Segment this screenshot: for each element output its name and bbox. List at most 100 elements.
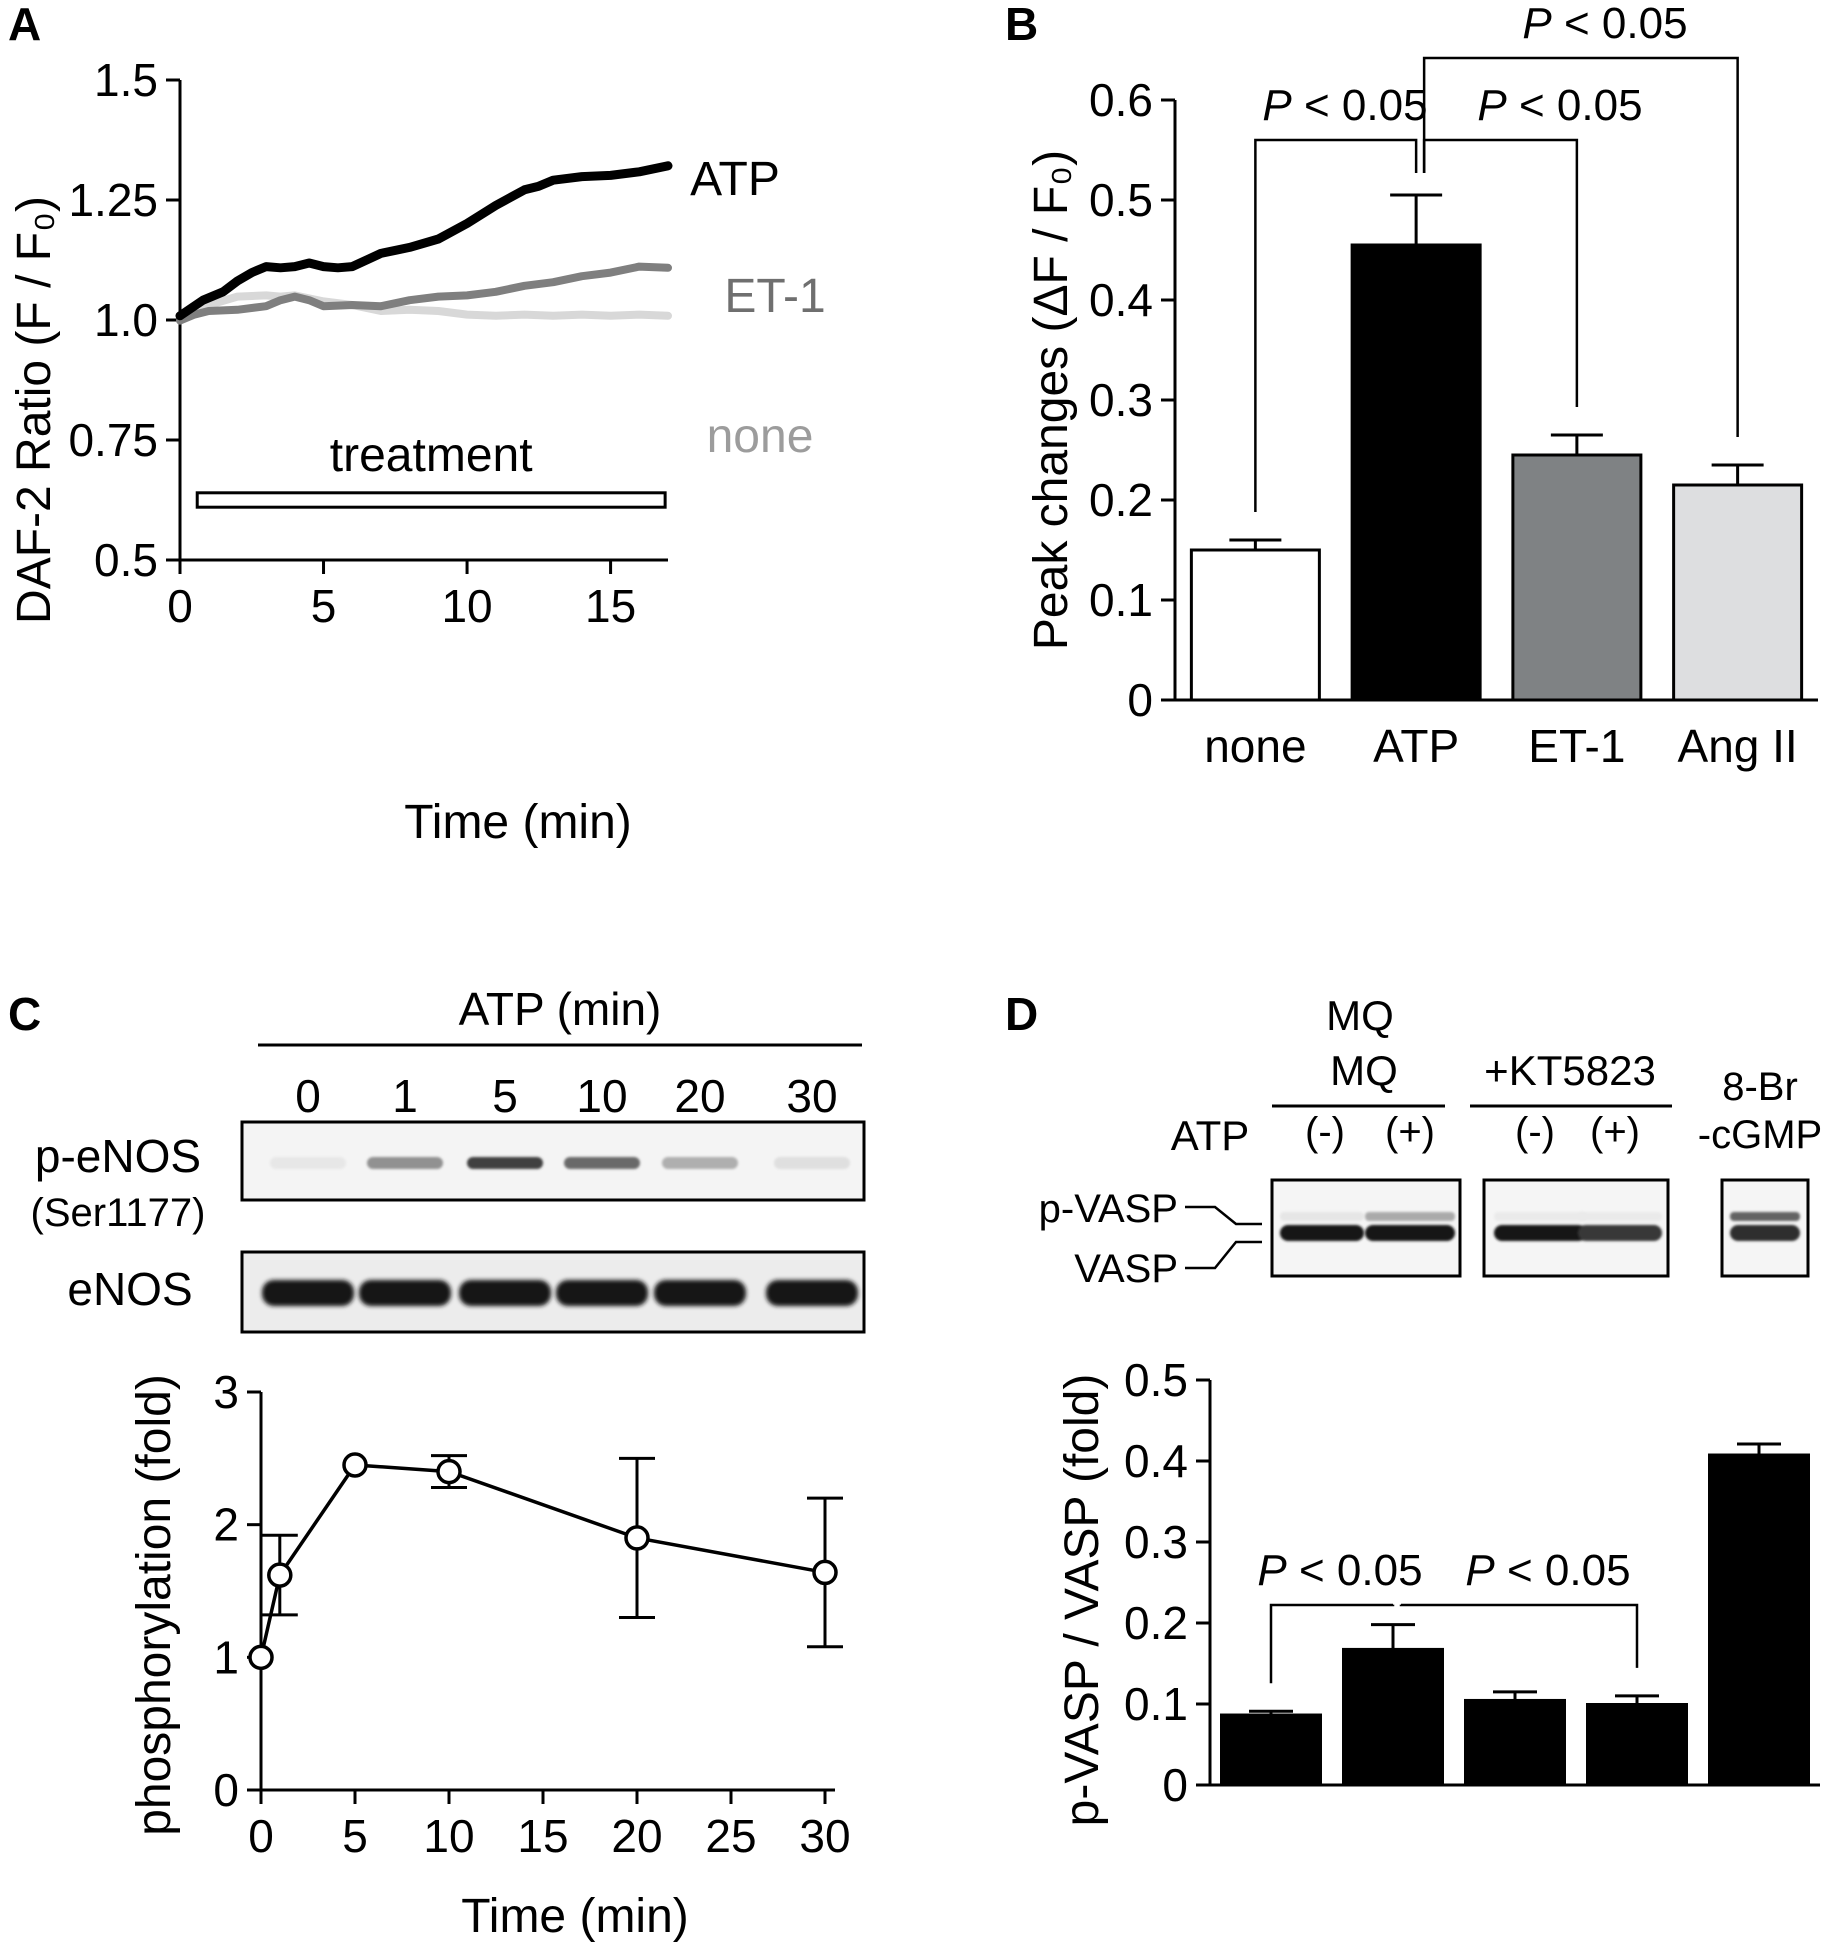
- panel-b-ylabel: Peak changes (ΔF / F₀): [1025, 150, 1078, 650]
- blot-c-header: ATP (min): [459, 983, 662, 1035]
- series-label-none: none: [707, 410, 814, 463]
- panel-b-ytick-label: 0.1: [1089, 574, 1153, 626]
- panel-a-xtick-label: 5: [311, 580, 337, 632]
- panel-b-axes: 0 0.1 0.2 0.3 0.4 0.5 0.6: [1089, 74, 1818, 726]
- panel-d-ytick-label: 0.2: [1124, 1597, 1188, 1649]
- blot-d-group2-line2: +KT5823: [1484, 1047, 1656, 1094]
- significance-label: P < 0.05: [1465, 1546, 1630, 1595]
- panel-c-ytick-label: 0: [213, 1764, 239, 1816]
- blot-d-band-pvasp: [1365, 1212, 1455, 1221]
- panel-d-ytick-label: 0.5: [1124, 1354, 1188, 1406]
- significance-rest: < 0.05: [1292, 81, 1428, 130]
- significance-p: P: [1522, 0, 1552, 48]
- significance-label: P < 0.05: [1477, 81, 1642, 130]
- panel-c-point: [248, 1644, 274, 1671]
- series-label-atp: ATP: [690, 153, 780, 206]
- panel-b-ytick-label: 0.4: [1089, 274, 1153, 326]
- panel-c-ytick-label: 1: [213, 1631, 239, 1683]
- panel-a-xlabel: Time (min): [404, 796, 632, 849]
- blot-c-band-p-enos: [367, 1157, 443, 1169]
- significance-p: P: [1477, 81, 1507, 130]
- panel-c-point: [342, 1452, 368, 1478]
- significance-rest: < 0.05: [1552, 0, 1688, 48]
- panel-d-bar: [1586, 1703, 1688, 1786]
- panel-a-axes: 0.5 0.75 1.0 1.25 1.5 0 5 10 15: [68, 54, 668, 632]
- panel-d-bar: [1220, 1713, 1322, 1787]
- panel-d-bar: [1342, 1647, 1444, 1787]
- panel-c-point: [436, 1458, 462, 1485]
- blot-d-group3-line2: -cGMP: [1698, 1113, 1822, 1157]
- panel-b-ytick-label: 0.2: [1089, 474, 1153, 526]
- panel-b-bars: none ATP ET-1 Ang II: [1189, 193, 1804, 772]
- blot-d-band-vasp: [1365, 1225, 1455, 1241]
- blot-c-bands: [262, 1157, 858, 1306]
- panel-b-category-label: none: [1204, 720, 1306, 772]
- blot-c-band-enos: [459, 1280, 551, 1306]
- panel-a-series: [175, 161, 673, 325]
- blot-d-lane-label: (+): [1590, 1110, 1640, 1154]
- significance-bracket: [1254, 138, 1418, 512]
- blot-c-band-p-enos: [774, 1157, 850, 1169]
- panel-b-significance: P < 0.05 P < 0.05P < 0.05: [1254, 0, 1739, 512]
- bar-ang-ii: [1672, 483, 1804, 702]
- blot-c-band-enos: [654, 1280, 746, 1306]
- panel-c-xtick-label: 25: [705, 1810, 756, 1862]
- significance-rest: < 0.05: [1495, 1546, 1631, 1595]
- blot-d-bands: [1280, 1212, 1800, 1241]
- panel-d-ytick-label: 0: [1162, 1759, 1188, 1811]
- blot-d-vasp-label: VASP: [1074, 1247, 1178, 1291]
- panel-a-ytick-label: 0.75: [68, 414, 158, 466]
- panel-label-a: A: [8, 0, 41, 50]
- panel-b-category-label: Ang II: [1678, 720, 1798, 772]
- blot-d-pvasp-label: p-VASP: [1039, 1187, 1178, 1231]
- blot-d-group3-line1: 8-Br: [1722, 1065, 1798, 1109]
- blot-d-pvasp-pointer: [1185, 1205, 1262, 1226]
- panel-c-point: [812, 1559, 838, 1586]
- panel-c-ylabel: phosphorylation (fold): [128, 1374, 181, 1836]
- blot-c-row1-label: p-eNOS: [35, 1130, 201, 1182]
- bar-atp: [1350, 243, 1482, 702]
- significance-label: P < 0.05: [1262, 81, 1427, 130]
- panel-a-xtick-label: 15: [585, 580, 636, 632]
- blot-c-pENOS-frame: [240, 1120, 866, 1202]
- panel-d-chart: 00.10.20.30.40.5 P < 0.05 P < 0.05 p-VASP…: [1056, 1354, 1820, 1826]
- significance-bracket: [1422, 56, 1739, 437]
- blot-d-band-vasp: [1280, 1225, 1364, 1241]
- significance-p: P: [1465, 1546, 1495, 1595]
- panel-a-xtick-label: 0: [167, 580, 193, 632]
- blot-c-band-enos: [359, 1280, 451, 1306]
- panel-c-xlabel: Time (min): [461, 1890, 689, 1943]
- panel-a-ytick-label: 1.25: [68, 174, 158, 226]
- panel-d-bar: [1464, 1698, 1566, 1786]
- panel-c-xtick-label: 15: [517, 1810, 568, 1862]
- panel-c-blot: ATP (min) 0 1 5 10 20 30 p-eNOS (Ser1177) eNO…: [31, 983, 866, 1334]
- blot-d-band-pvasp: [1730, 1212, 1800, 1221]
- blot-c-lane-labels: 0 1 5 10 20 30: [295, 1070, 837, 1122]
- blot-c-band-enos: [556, 1280, 648, 1306]
- significance-p: P: [1262, 81, 1292, 130]
- blot-d-band-vasp: [1494, 1225, 1586, 1241]
- blot-c-band-enos: [262, 1280, 354, 1306]
- significance-bracket: [1269, 1603, 1395, 1684]
- blot-c-band-p-enos: [564, 1157, 640, 1169]
- blot-c-band-enos: [766, 1280, 858, 1306]
- panel-d-ylabel: p-VASP / VASP (fold): [1056, 1374, 1109, 1827]
- panel-d-ytick-label: 0.3: [1124, 1516, 1188, 1568]
- panel-a-xtick-label: 10: [441, 580, 492, 632]
- blot-d-band-vasp: [1578, 1225, 1662, 1241]
- panel-c-ytick-label: 2: [213, 1499, 239, 1551]
- panel-c-xtick-label: 5: [342, 1810, 368, 1862]
- panel-a-ylabel: DAF-2 Ratio (F / F₀): [8, 196, 61, 624]
- blot-d-band-vasp: [1730, 1225, 1800, 1241]
- blot-d-band-pvasp: [1578, 1212, 1662, 1221]
- panel-c-ytick-label: 3: [213, 1366, 239, 1418]
- blot-c-lane-label: 10: [576, 1070, 627, 1122]
- significance-label: P < 0.05: [1522, 0, 1687, 48]
- panel-a-ytick-label: 1.0: [94, 294, 158, 346]
- panel-c-data: [248, 1452, 843, 1671]
- panel-d-blot: MQ MQ +KT5823 8-Br -cGMP ATP (-) (+) (-) (+…: [1039, 992, 1823, 1291]
- blot-d-vasp-pointer: [1185, 1240, 1262, 1270]
